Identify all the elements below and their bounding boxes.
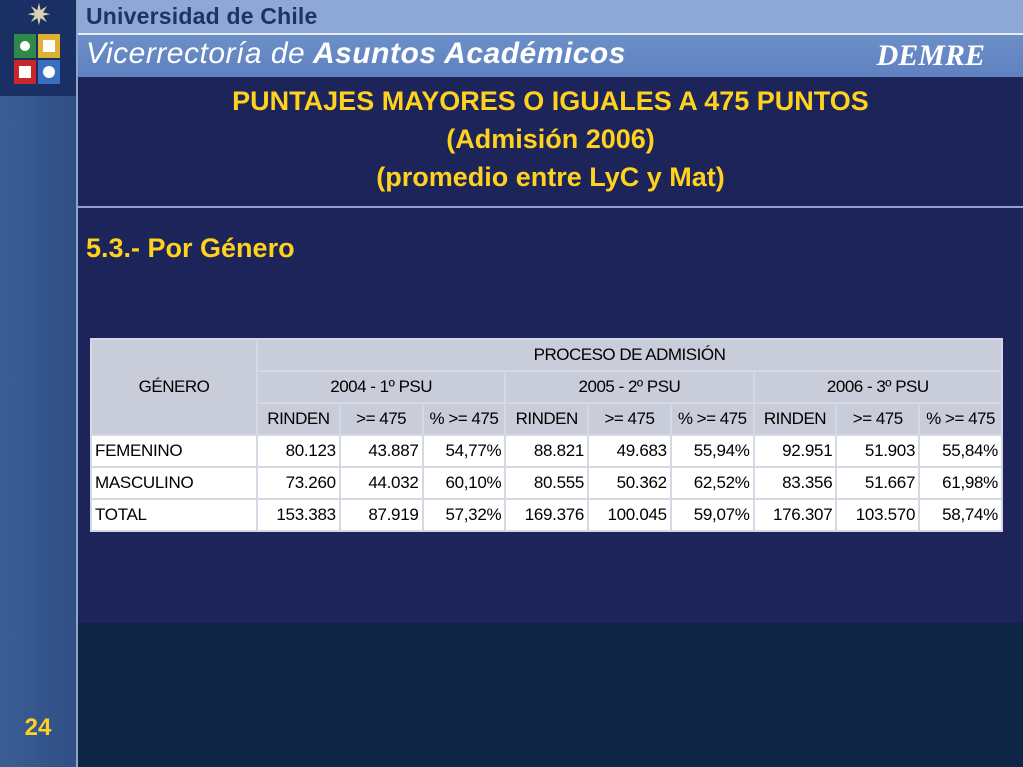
- cell: 49.683: [587, 434, 672, 468]
- row-label: TOTAL: [90, 498, 258, 532]
- year-header-2004: 2004 - 1º PSU: [255, 370, 507, 404]
- cell: 62,52%: [669, 466, 755, 500]
- cell: 50.362: [587, 466, 672, 500]
- row-label: MASCULINO: [90, 466, 258, 500]
- subcol-ge475: >= 475: [338, 402, 424, 436]
- star-icon: ✷: [26, 0, 52, 33]
- subcol-pct: % >= 475: [918, 402, 1003, 436]
- vicerrectoria-prefix: Vicerrectoría de: [86, 37, 306, 70]
- demre-label: DEMRE: [876, 39, 985, 72]
- page-title: PUNTAJES MAYORES O IGUALES A 475 PUNTOS …: [78, 82, 1023, 196]
- vicerrectoria-name: Vicerrectoría de Asuntos Académicos: [86, 37, 626, 71]
- cell: 57,32%: [421, 498, 507, 532]
- subcol-ge475: >= 475: [835, 402, 921, 436]
- results-table: GÉNERO PROCESO DE ADMISIÓN 2004 - 1º PSU…: [90, 338, 1004, 532]
- cell: 43.887: [338, 434, 424, 468]
- shield-icon: [14, 34, 60, 84]
- table-row: MASCULINO 73.260 44.032 60,10% 80.555 50…: [90, 466, 1003, 500]
- title-line-1: PUNTAJES MAYORES O IGUALES A 475 PUNTOS: [232, 86, 869, 116]
- cell: 83.356: [752, 466, 838, 500]
- cell: 92.951: [752, 434, 838, 468]
- cell: 55,94%: [669, 434, 755, 468]
- row-label: FEMENINO: [90, 434, 258, 468]
- subcol-rinden: RINDEN: [256, 402, 341, 436]
- year-header-2006: 2006 - 3º PSU: [752, 370, 1004, 404]
- subcol-rinden: RINDEN: [504, 402, 590, 436]
- table-header-row-2: 2004 - 1º PSU 2005 - 2º PSU 2006 - 3º PS…: [91, 370, 1004, 404]
- cell: 80.555: [504, 466, 590, 500]
- cell: 153.383: [256, 498, 341, 532]
- cell: 80.123: [256, 434, 341, 468]
- header-top-bar: [78, 0, 1023, 33]
- subcol-rinden: RINDEN: [752, 402, 838, 436]
- subcol-pct: % >= 475: [669, 402, 755, 436]
- table-header-row-1: GÉNERO PROCESO DE ADMISIÓN: [90, 338, 1003, 436]
- section-subtitle: 5.3.- Por Género: [86, 233, 295, 263]
- genero-header: GÉNERO: [90, 338, 258, 436]
- cell: 54,77%: [421, 434, 507, 468]
- table-header-row-3: RINDEN >= 475 % >= 475 RINDEN >= 475 % >…: [91, 402, 1003, 436]
- cell: 44.032: [338, 466, 424, 500]
- cell: 51.903: [835, 434, 921, 468]
- page-number: 24: [24, 714, 52, 741]
- cell: 55,84%: [918, 434, 1003, 468]
- university-name: Universidad de Chile: [86, 3, 318, 29]
- title-divider: [78, 206, 1023, 208]
- subcol-ge475: >= 475: [587, 402, 672, 436]
- sidebar: [0, 0, 76, 767]
- title-line-3: (promedio entre LyC y Mat): [376, 162, 725, 192]
- sidebar-divider: [76, 0, 78, 767]
- cell: 73.260: [256, 466, 341, 500]
- cell: 59,07%: [669, 498, 755, 532]
- lower-area: [78, 623, 1023, 767]
- table-row: TOTAL 153.383 87.919 57,32% 169.376 100.…: [90, 498, 1003, 532]
- cell: 60,10%: [421, 466, 507, 500]
- vicerrectoria-main: Asuntos Académicos: [312, 37, 626, 70]
- cell: 100.045: [587, 498, 672, 532]
- title-line-2: (Admisión 2006): [446, 124, 655, 154]
- table-row: FEMENINO 80.123 43.887 54,77% 88.821 49.…: [90, 434, 1003, 468]
- university-logo: ✷: [0, 0, 76, 96]
- cell: 51.667: [835, 466, 921, 500]
- cell: 169.376: [504, 498, 590, 532]
- subcol-pct: % >= 475: [421, 402, 507, 436]
- cell: 103.570: [835, 498, 921, 532]
- year-header-2005: 2005 - 2º PSU: [504, 370, 755, 404]
- proceso-header: PROCESO DE ADMISIÓN: [256, 338, 1003, 372]
- cell: 61,98%: [918, 466, 1003, 500]
- cell: 58,74%: [918, 498, 1003, 532]
- header-bottom-bar: [78, 35, 1023, 77]
- cell: 88.821: [504, 434, 590, 468]
- cell: 87.919: [338, 498, 424, 532]
- title-area: [78, 77, 1023, 207]
- header-divider: [78, 33, 1023, 35]
- cell: 176.307: [752, 498, 838, 532]
